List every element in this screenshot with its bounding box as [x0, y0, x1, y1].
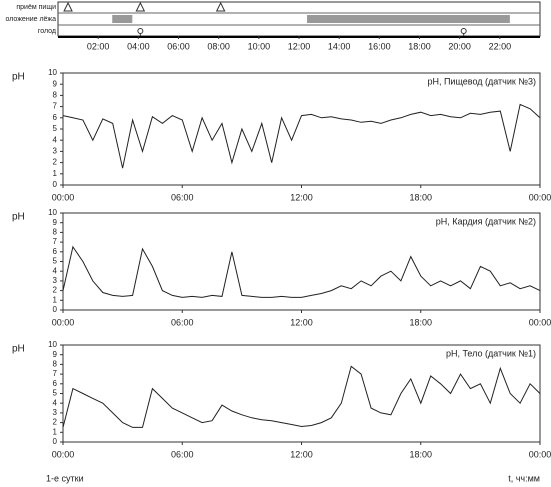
- ph-line: [62, 365, 541, 428]
- y-tick-label: 9: [53, 218, 58, 227]
- x-tick-label: 00:00: [52, 449, 75, 459]
- note: 1-е сутки: [46, 473, 84, 483]
- x-tick-label: 00:00: [529, 192, 551, 202]
- y-tick-label: 10: [48, 68, 57, 77]
- lying-interval: [307, 15, 510, 23]
- x-tick-label: 18:00: [408, 41, 431, 51]
- x-tick-label: 06:00: [167, 41, 190, 51]
- x-tick-label: 12:00: [290, 449, 313, 459]
- y-tick-label: 10: [48, 208, 57, 217]
- y-tick-label: 1: [53, 427, 58, 436]
- y-tick-label: 2: [53, 418, 58, 427]
- y-tick-label: 8: [53, 91, 58, 100]
- lying-interval: [112, 15, 133, 23]
- x-tick-label: 12:00: [288, 41, 311, 51]
- y-tick-label: 9: [53, 350, 58, 359]
- x-tick-label: 14:00: [328, 41, 351, 51]
- ph-line: [62, 103, 541, 169]
- series-label: pH, Кардия (датчик №2): [436, 216, 536, 226]
- y-tick-label: 6: [53, 379, 58, 388]
- hunger-marker: [460, 28, 467, 34]
- x-tick-label: 12:00: [290, 317, 313, 327]
- x-tick-label: 06:00: [171, 317, 194, 327]
- y-tick-label: 5: [53, 257, 58, 266]
- y-tick-label: 3: [53, 147, 58, 156]
- y-tick-label: 6: [53, 247, 58, 256]
- x-axis-label: t, чч:мм: [508, 473, 540, 483]
- meal-marker: [63, 1, 73, 12]
- x-tick-label: 06:00: [171, 192, 194, 202]
- y-tick-label: 1: [53, 295, 58, 304]
- y-tick-label: 8: [53, 360, 58, 369]
- series-label: pH, Пищевод (датчик №3): [427, 76, 536, 86]
- x-tick-label: 04:00: [127, 41, 150, 51]
- y-tick-label: 4: [53, 135, 58, 144]
- y-axis-label: pH: [12, 212, 25, 223]
- y-tick-label: 6: [53, 113, 58, 122]
- y-tick-label: 8: [53, 228, 58, 237]
- y-tick-label: 3: [53, 408, 58, 417]
- y-tick-label: 2: [53, 286, 58, 295]
- x-tick-label: 18:00: [409, 317, 432, 327]
- y-tick-label: 0: [53, 305, 58, 314]
- y-tick-label: 5: [53, 389, 58, 398]
- x-tick-label: 16:00: [368, 41, 391, 51]
- x-tick-label: 08:00: [207, 41, 230, 51]
- row-label: оложение лёжа: [6, 16, 57, 23]
- meal-marker: [135, 1, 146, 12]
- x-tick-label: 18:00: [409, 449, 432, 459]
- y-tick-label: 10: [48, 340, 57, 349]
- x-tick-label: 02:00: [87, 41, 110, 51]
- x-tick-label: 00:00: [529, 317, 551, 327]
- y-tick-label: 7: [53, 102, 58, 111]
- x-tick-label: 20:00: [448, 41, 471, 51]
- plot-frame: [62, 212, 541, 311]
- y-tick-label: 0: [53, 180, 58, 189]
- series-label: pH, Тело (датчик №1): [446, 348, 536, 358]
- y-axis-label: pH: [12, 344, 25, 355]
- y-tick-label: 9: [53, 79, 58, 88]
- x-tick-label: 00:00: [52, 192, 75, 202]
- y-tick-label: 7: [53, 237, 58, 246]
- x-tick-label: 00:00: [529, 449, 551, 459]
- y-tick-label: 1: [53, 169, 58, 178]
- y-tick-label: 3: [53, 276, 58, 285]
- x-tick-label: 00:00: [52, 317, 75, 327]
- plot-frame: [62, 72, 541, 186]
- ph-line: [62, 245, 541, 298]
- y-tick-label: 0: [53, 437, 58, 446]
- x-tick-label: 22:00: [489, 41, 512, 51]
- x-tick-label: 12:00: [290, 192, 313, 202]
- x-tick-label: 10:00: [248, 41, 271, 51]
- row-label: голод: [38, 28, 56, 35]
- x-tick-label: 06:00: [171, 449, 194, 459]
- row-label: приём пищи: [16, 4, 56, 11]
- y-tick-label: 7: [53, 369, 58, 378]
- x-tick-label: 18:00: [409, 192, 432, 202]
- y-tick-label: 4: [53, 398, 58, 407]
- y-tick-label: 2: [53, 158, 58, 167]
- hunger-marker: [137, 28, 144, 34]
- y-tick-label: 5: [53, 124, 58, 133]
- y-tick-label: 4: [53, 266, 58, 275]
- meal-marker: [215, 1, 226, 12]
- y-axis-label: pH: [12, 72, 25, 83]
